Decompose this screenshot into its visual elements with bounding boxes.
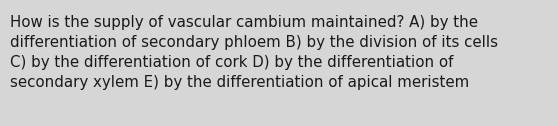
Text: How is the supply of vascular cambium maintained? A) by the
differentiation of s: How is the supply of vascular cambium ma… <box>10 15 498 90</box>
